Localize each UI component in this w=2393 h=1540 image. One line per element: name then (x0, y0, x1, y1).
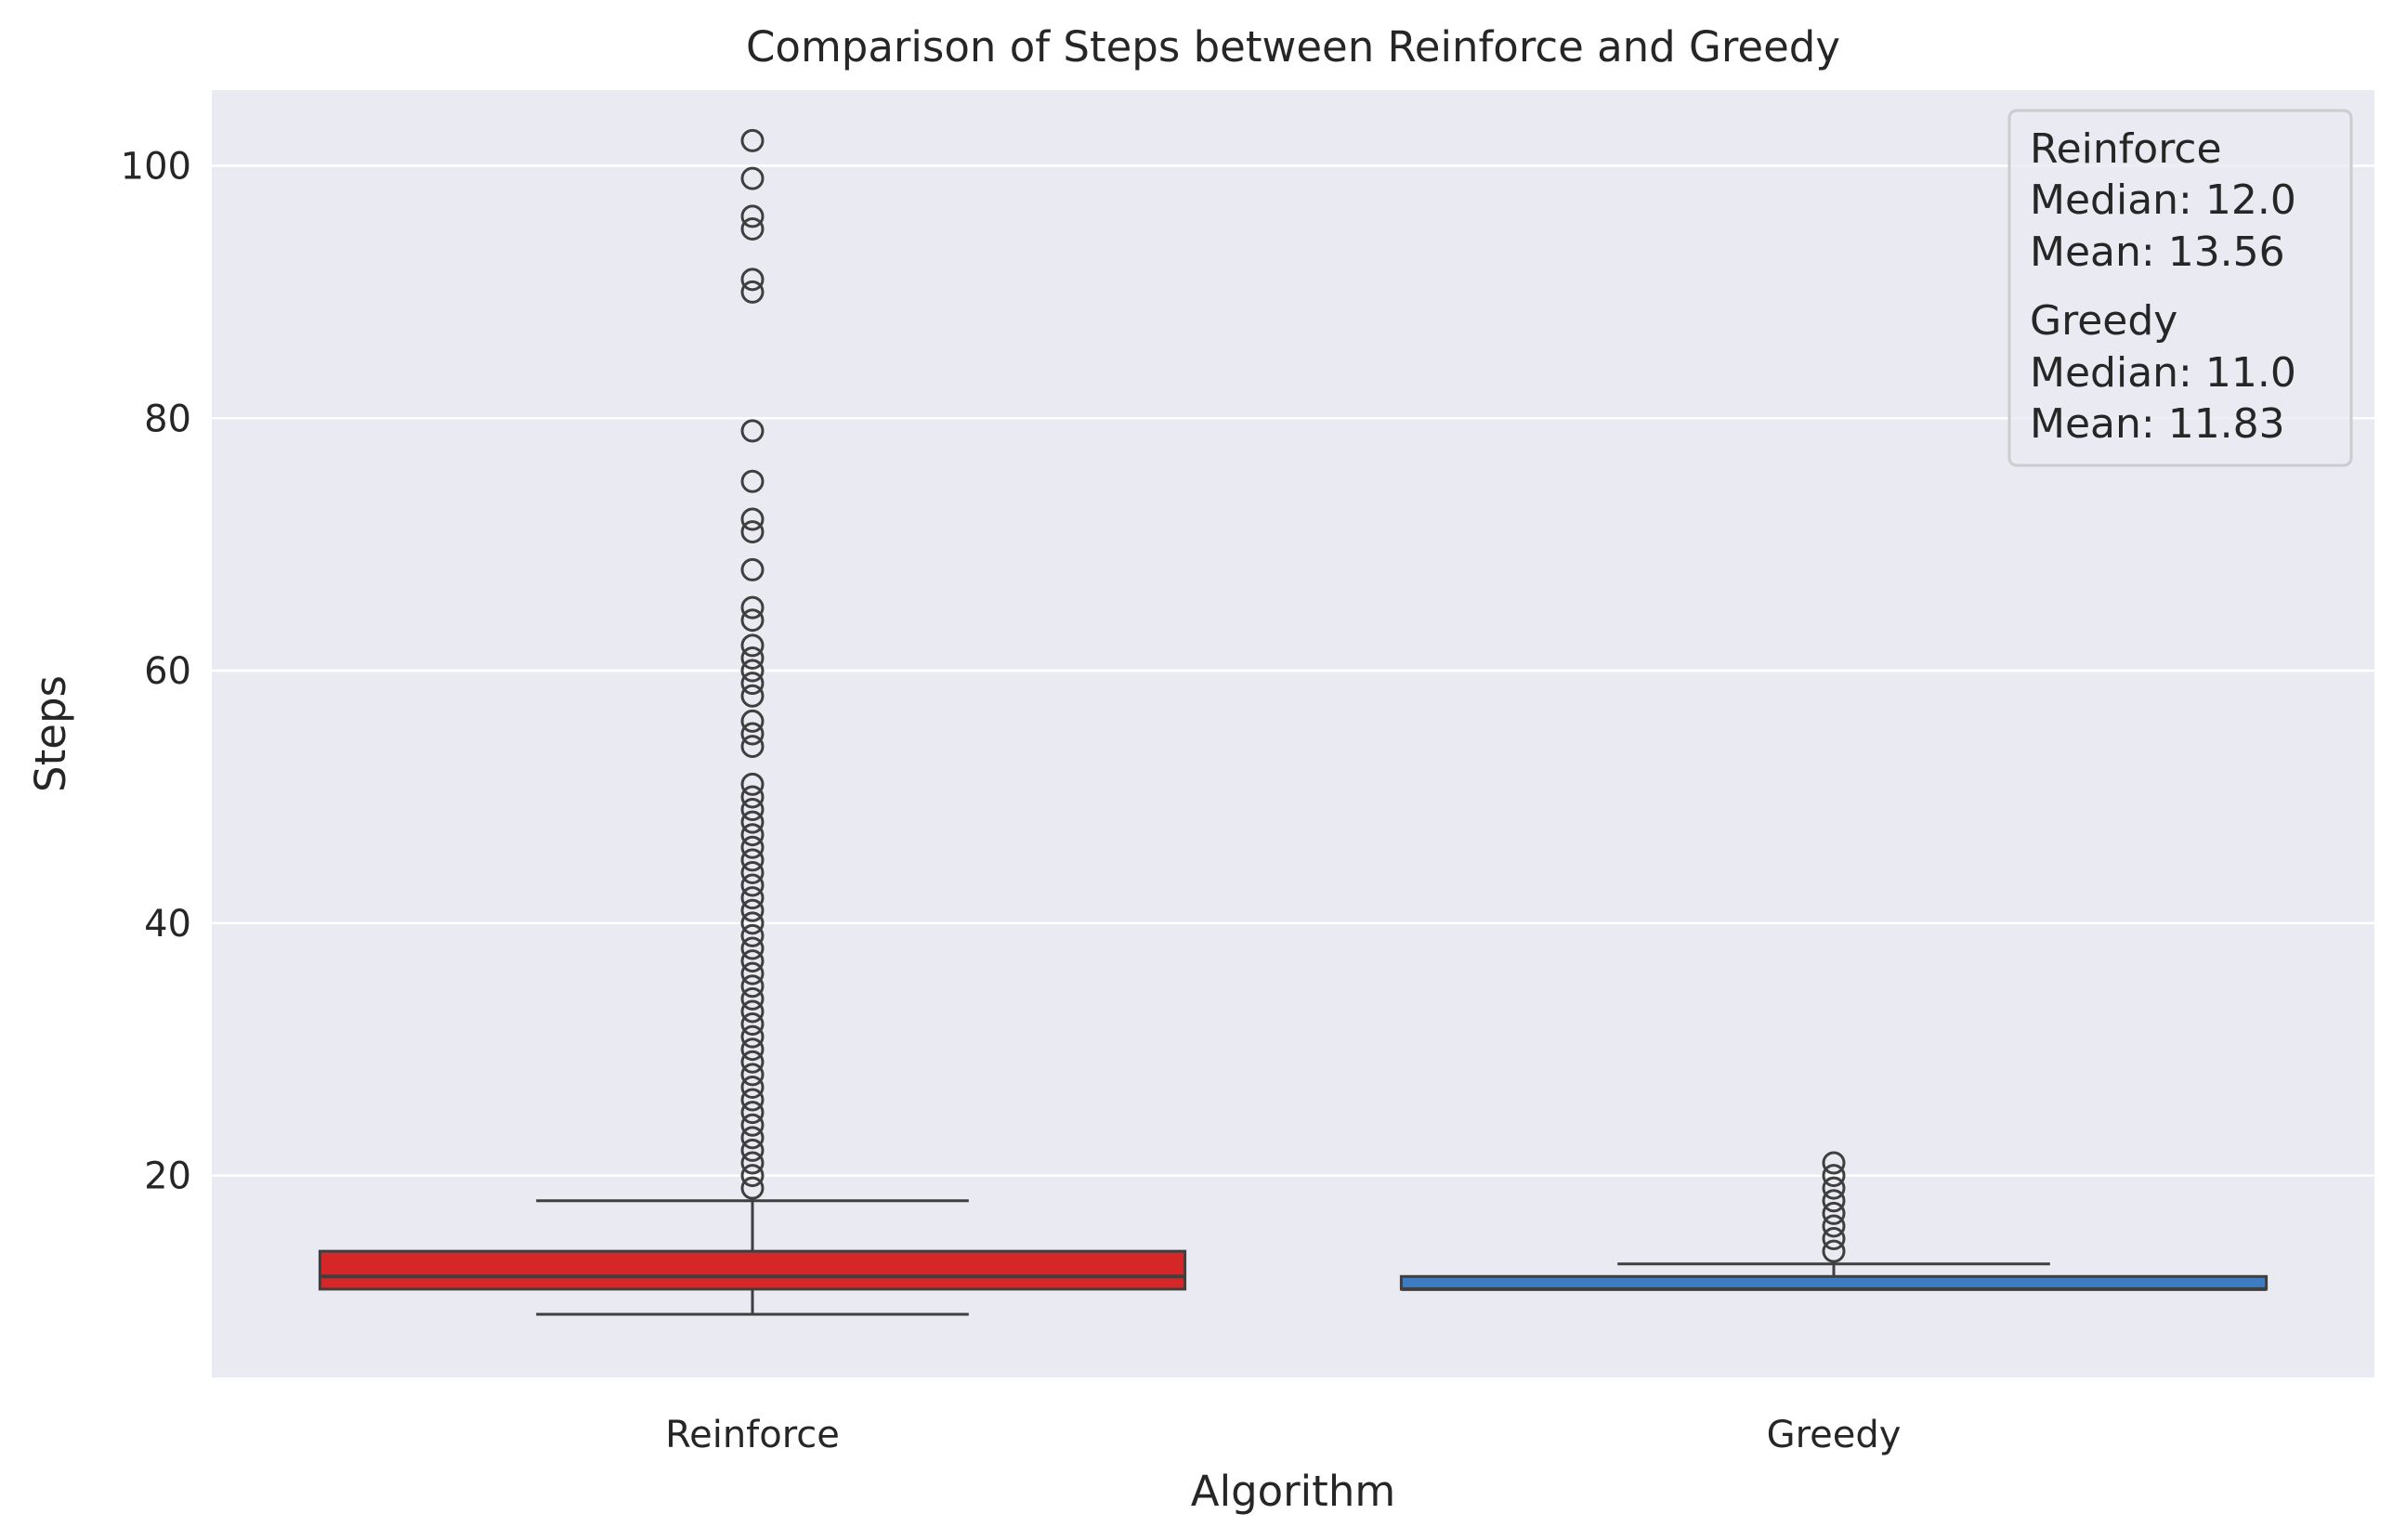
outlier-point (740, 684, 765, 708)
y-axis-label: Steps (26, 675, 75, 792)
outlier-point (740, 1101, 765, 1125)
outlier-point (740, 1126, 765, 1150)
outlier-point (740, 1075, 765, 1099)
outlier-point (740, 823, 765, 847)
legend: Reinforce Median: 12.0 Mean: 13.56 Greed… (2007, 109, 2353, 467)
legend-reinforce-median: Median: 12.0 (2030, 176, 2296, 224)
y-tick-label-40: 40 (144, 903, 191, 946)
outlier-point (740, 646, 765, 670)
chart-title: Comparison of Steps between Reinforce an… (746, 22, 1840, 72)
outlier-point (740, 961, 765, 985)
tick-labels: 20 40 60 80 100 Reinforce Greedy (121, 146, 1902, 1456)
x-tick-label-greedy: Greedy (1767, 1414, 1902, 1456)
outlier-point (740, 216, 765, 241)
box-greedy (1399, 1151, 2269, 1291)
outlier-point (1822, 1176, 1846, 1200)
outlier-point (740, 722, 765, 746)
outlier-point (740, 268, 765, 292)
outlier-point (740, 469, 765, 493)
legend-greedy-median: Median: 11.0 (2030, 349, 2296, 397)
outlier-point (740, 659, 765, 683)
outlier-point (740, 898, 765, 922)
outlier-point (740, 923, 765, 947)
outlier-point (740, 1138, 765, 1162)
outlier-point (1822, 1189, 1846, 1213)
outlier-point (740, 835, 765, 859)
x-axis-label: Algorithm (1191, 1467, 1395, 1516)
outlier-point (740, 735, 765, 759)
outlier-point (740, 848, 765, 872)
outlier-point (1822, 1227, 1846, 1251)
outlier-point (1822, 1151, 1846, 1175)
y-tick-label-60: 60 (144, 650, 191, 693)
outlier-point (740, 1176, 765, 1200)
outlier-point (740, 949, 765, 973)
iqr-box-greedy (1399, 1274, 2269, 1291)
outlier-point (740, 1164, 765, 1188)
outlier-point (740, 986, 765, 1011)
outlier-point (740, 520, 765, 544)
outlier-point (740, 873, 765, 897)
legend-greedy-title: Greedy (2030, 297, 2177, 345)
outlier-point (740, 633, 765, 658)
outlier-point (740, 204, 765, 228)
outlier-point (740, 1012, 765, 1037)
outlier-point (1822, 1214, 1846, 1238)
outlier-point (740, 1050, 765, 1074)
outlier-point (740, 507, 765, 531)
outlier-point (740, 1113, 765, 1137)
legend-greedy-mean: Mean: 11.83 (2030, 400, 2285, 448)
outlier-point (740, 280, 765, 304)
legend-reinforce-title: Reinforce (2030, 125, 2222, 173)
outlier-point (740, 128, 765, 152)
outlier-point (740, 166, 765, 190)
outlier-point (740, 595, 765, 620)
outlier-point (740, 1063, 765, 1087)
outlier-point (740, 772, 765, 796)
outlier-point (740, 1038, 765, 1062)
outlier-point (740, 999, 765, 1024)
box-reinforce (318, 128, 1187, 1316)
outlier-point (740, 860, 765, 884)
outlier-point (740, 1088, 765, 1112)
iqr-box-reinforce (318, 1249, 1187, 1291)
outlier-point (740, 557, 765, 581)
y-tick-label-80: 80 (144, 398, 191, 440)
outlier-point (740, 1151, 765, 1175)
outlier-point (1822, 1164, 1846, 1188)
grid-lines (212, 164, 2374, 1177)
outlier-point (740, 608, 765, 633)
outlier-point (740, 1024, 765, 1049)
y-tick-label-100: 100 (121, 146, 191, 189)
boxes (318, 128, 2269, 1316)
x-tick-label-reinforce: Reinforce (665, 1414, 840, 1456)
outlier-point (740, 419, 765, 443)
outlier-point (740, 672, 765, 696)
outlier-point (740, 785, 765, 809)
legend-frame (2007, 109, 2353, 467)
outlier-point (740, 810, 765, 834)
y-tick-label-20: 20 (144, 1155, 191, 1198)
outlier-point (740, 709, 765, 733)
outlier-point (740, 911, 765, 935)
outlier-point (1822, 1201, 1846, 1225)
outlier-point (740, 936, 765, 960)
outlier-point (740, 974, 765, 998)
outlier-point (740, 798, 765, 822)
outlier-point (1822, 1239, 1846, 1263)
outlier-point (740, 886, 765, 910)
legend-reinforce-mean: Mean: 13.56 (2030, 228, 2285, 276)
